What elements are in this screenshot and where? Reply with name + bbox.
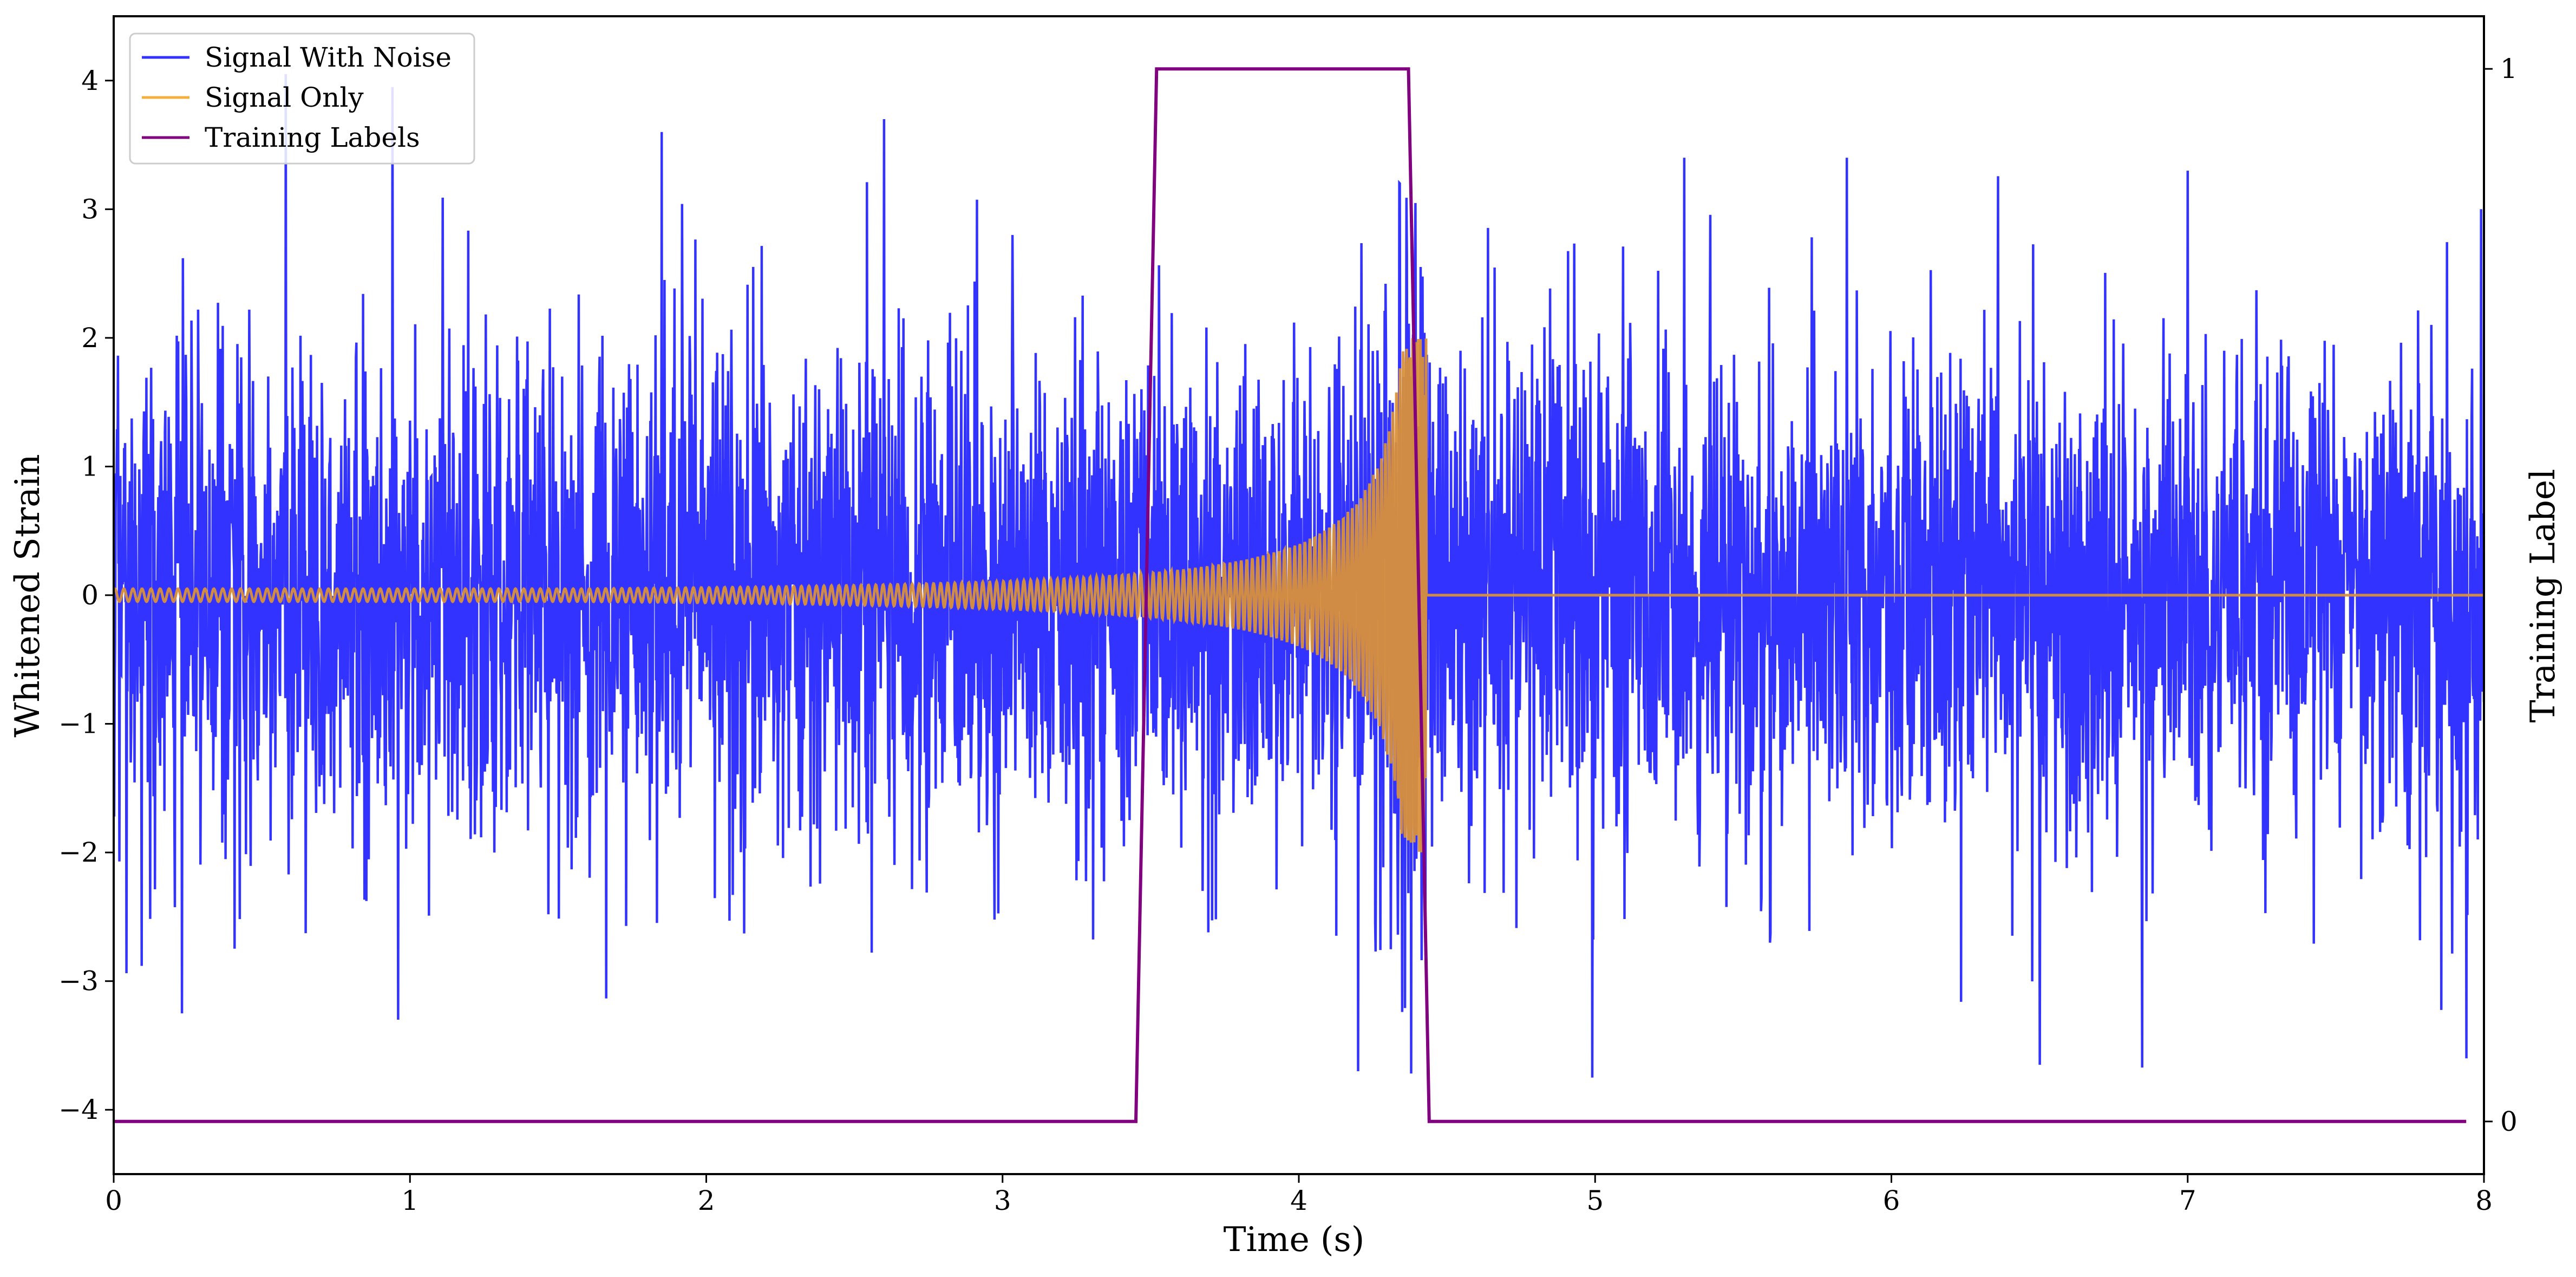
y-tick-label: −3 [58, 966, 99, 997]
y-tick-label: 1 [81, 451, 99, 482]
plot-series-group [114, 67, 2484, 1123]
legend: Signal With Noise Signal Only Training Lab… [129, 32, 475, 165]
y-tick-label: 4 [81, 65, 99, 96]
legend-label: Signal With Noise [205, 42, 452, 73]
y-tick-label: 0 [81, 579, 99, 611]
y-tick-label: −2 [58, 837, 99, 868]
y-tick-label: 2 [81, 322, 99, 354]
series-line-training-labels [114, 67, 2467, 1123]
y-axis-title: Whitened Strain [8, 454, 47, 737]
x-tick-label: 1 [401, 1185, 419, 1216]
series-line-signal-with-noise [114, 74, 2484, 1078]
y2-tick-label: 1 [2500, 53, 2518, 84]
plot-area [114, 67, 2484, 1123]
x-tick-label: 3 [994, 1185, 1011, 1216]
y-tick-label: 3 [81, 193, 99, 225]
series-line-signal-only [114, 338, 2484, 852]
x-tick-label: 4 [1290, 1185, 1307, 1216]
y-tick-label: −1 [58, 708, 99, 740]
legend-box [129, 32, 475, 165]
y2-axis-title: Training Label [2523, 469, 2562, 723]
legend-label: Signal Only [205, 82, 364, 113]
x-tick-label: 7 [2179, 1185, 2196, 1216]
x-tick-label: 5 [1586, 1185, 1604, 1216]
x-axis-title: Time (s) [1224, 1220, 1365, 1259]
axes: 0 1 2 3 4 5 6 7 8 −4 −3 −2 −1 0 1 2 3 4 0 1 [58, 15, 2518, 1216]
x-tick-label: 0 [105, 1185, 122, 1216]
x-tick-label: 8 [2475, 1185, 2493, 1216]
legend-label: Training Labels [205, 122, 420, 153]
y-tick-label: −4 [58, 1094, 99, 1125]
y2-tick-label: 0 [2500, 1106, 2518, 1137]
x-tick-label: 6 [1883, 1185, 1900, 1216]
x-tick-label: 2 [698, 1185, 715, 1216]
